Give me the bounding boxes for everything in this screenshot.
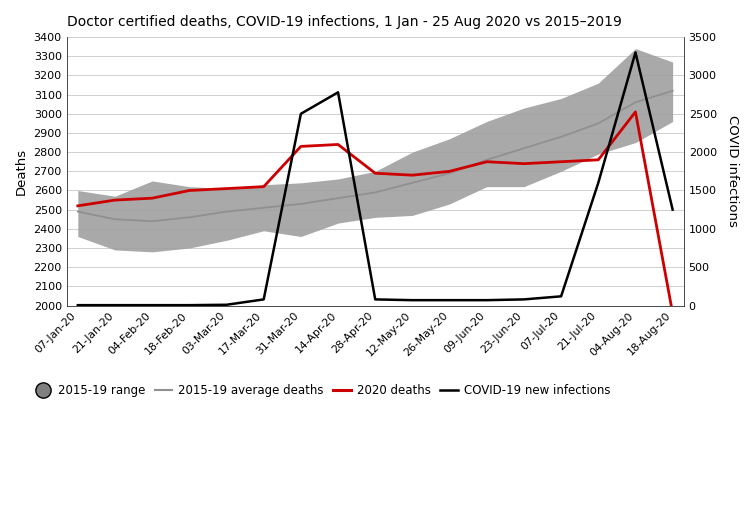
Y-axis label: Deaths: Deaths xyxy=(15,148,28,195)
Text: Doctor certified deaths, COVID-19 infections, 1 Jan - 25 Aug 2020 vs 2015–2019: Doctor certified deaths, COVID-19 infect… xyxy=(66,15,621,29)
Legend: 2015-19 range, 2015-19 average deaths, 2020 deaths, COVID-19 new infections: 2015-19 range, 2015-19 average deaths, 2… xyxy=(29,379,615,401)
Y-axis label: COVID infections: COVID infections xyxy=(726,116,739,227)
